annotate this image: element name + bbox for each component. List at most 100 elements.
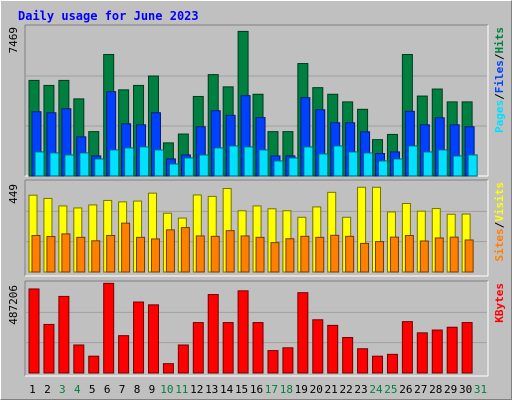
x-tick-label-day-30: 30 [459, 383, 472, 396]
bar-kbytes-day-22 [342, 337, 354, 374]
x-tick-label-day-27: 27 [414, 383, 427, 396]
bar-sites-day-21 [330, 234, 340, 273]
bar-sites-day-6 [106, 235, 116, 273]
bar-sites-day-29 [449, 236, 459, 273]
bar-kbytes-day-28 [431, 329, 443, 374]
bar-sites-day-26 [404, 235, 414, 273]
bar-kbytes-day-20 [312, 319, 324, 374]
legend-separator: / [493, 221, 506, 228]
bar-kbytes-day-4 [73, 344, 85, 374]
x-tick-label-day-3: 3 [59, 383, 66, 396]
bar-sites-day-18 [285, 238, 295, 273]
x-tick-label-day-1: 1 [29, 383, 36, 396]
bar-kbytes-day-15 [237, 290, 249, 374]
bar-sites-day-4 [76, 236, 86, 273]
bar-sites-day-14 [225, 230, 235, 273]
bar-kbytes-day-7 [118, 335, 130, 374]
x-tick-label-day-4: 4 [74, 383, 81, 396]
bar-pages-day-23 [363, 152, 374, 177]
bar-sites-day-13 [210, 235, 220, 273]
x-tick-label-day-6: 6 [104, 383, 111, 396]
bar-sites-day-2 [46, 236, 56, 273]
bar-kbytes-day-3 [58, 295, 70, 374]
bar-sites-day-23 [360, 242, 370, 273]
bar-sites-day-22 [345, 235, 355, 273]
bar-sites-day-16 [255, 236, 265, 273]
x-tick-label-day-16: 16 [250, 383, 263, 396]
x-tick-label-day-15: 15 [235, 383, 248, 396]
bar-sites-day-15 [240, 235, 250, 273]
bar-kbytes-day-5 [88, 355, 100, 374]
bar-pages-day-15 [243, 146, 254, 177]
x-axis-labels: 1 2 3 4 5 6 7 8 9 10 11 12 13 14 15 16 17 18 19 20 21 22 23 24 2… [29, 383, 487, 396]
bar-kbytes-day-1 [28, 288, 40, 374]
y-max-label-visits: 449 [7, 184, 20, 204]
bar-kbytes-day-25 [386, 353, 398, 374]
y-max-label-kbytes: 487206 [7, 285, 20, 325]
chart-panels: 7469Pages/Files/Hits449Sites/Visits48720… [7, 24, 506, 377]
x-tick-label-day-13: 13 [205, 383, 218, 396]
x-tick-label-day-11: 11 [175, 383, 188, 396]
x-tick-label-day-20: 20 [310, 383, 323, 396]
bar-pages-day-17 [273, 160, 284, 177]
bar-kbytes-day-6 [103, 282, 115, 374]
bar-pages-day-24 [378, 160, 389, 177]
bar-pages-day-11 [183, 157, 194, 177]
bar-kbytes-day-17 [267, 350, 279, 374]
bar-kbytes-day-30 [461, 322, 473, 374]
bar-sites-day-11 [180, 227, 190, 273]
legend-kbytes: KBytes [493, 283, 506, 323]
bar-pages-day-29 [452, 155, 463, 177]
bar-kbytes-day-12 [192, 322, 204, 374]
bar-kbytes-day-23 [357, 348, 369, 374]
chart-title: Daily usage for June 2023 [18, 9, 199, 23]
x-tick-label-day-14: 14 [220, 383, 234, 396]
x-tick-label-day-22: 22 [339, 383, 352, 396]
bar-sites-day-9 [150, 238, 160, 273]
bar-sites-day-12 [195, 235, 205, 273]
bar-sites-day-19 [300, 235, 310, 273]
bar-pages-day-8 [139, 146, 150, 177]
x-tick-label-day-7: 7 [119, 383, 126, 396]
x-tick-label-day-19: 19 [295, 383, 308, 396]
panel-kbytes: 487206 KBytes [7, 280, 506, 377]
bar-pages-day-16 [258, 149, 269, 177]
legend-hits: Pages/Files/Hits [493, 27, 506, 133]
y-max-label-hits: 7469 [7, 27, 20, 54]
x-tick-label-day-2: 2 [44, 383, 51, 396]
bar-kbytes-day-14 [222, 322, 234, 374]
x-tick-label-day-31: 31 [474, 383, 487, 396]
x-tick-label-day-26: 26 [399, 383, 412, 396]
bar-pages-day-6 [109, 149, 120, 177]
legend-separator: / [493, 93, 506, 100]
bar-kbytes-day-8 [133, 301, 145, 374]
legend-sites: Sites [493, 228, 506, 261]
x-tick-label-day-25: 25 [384, 383, 397, 396]
bar-kbytes-day-29 [446, 326, 458, 374]
legend-hits: Hits [493, 27, 506, 54]
bar-sites-day-24 [375, 241, 385, 273]
bar-sites-day-28 [434, 237, 444, 273]
legend-files: Files [493, 60, 506, 93]
bar-pages-day-22 [348, 151, 359, 177]
legend-visits: Sites/Visits [493, 182, 506, 262]
bar-pages-day-18 [288, 157, 299, 177]
bar-sites-day-17 [270, 242, 280, 273]
bar-sites-day-27 [419, 240, 429, 273]
bar-kbytes-day-2 [43, 323, 55, 374]
bar-pages-day-27 [422, 151, 433, 177]
bar-pages-day-9 [153, 149, 164, 177]
bar-pages-day-3 [64, 154, 75, 177]
bar-kbytes-day-24 [372, 355, 384, 374]
bar-pages-day-19 [303, 146, 314, 177]
x-tick-label-day-29: 29 [444, 383, 457, 396]
x-tick-label-day-8: 8 [134, 383, 141, 396]
bar-pages-day-21 [333, 145, 344, 177]
bar-kbytes-day-18 [282, 347, 294, 374]
bar-pages-day-5 [94, 158, 105, 177]
bar-pages-day-7 [124, 147, 135, 177]
bar-pages-day-4 [79, 152, 90, 177]
bar-kbytes-day-16 [252, 322, 264, 374]
bar-pages-day-13 [213, 147, 224, 177]
